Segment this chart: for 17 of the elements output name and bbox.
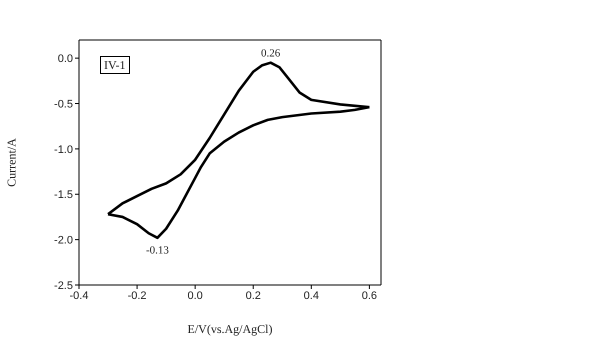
x-axis-title: E/V(vs.Ag/AgCl) xyxy=(188,322,272,336)
x-tick-label: 0.6 xyxy=(362,290,378,302)
y-tick-label: -1.5 xyxy=(54,189,73,202)
annotation: -0.13 xyxy=(146,244,170,257)
y-axis-title: Current/A xyxy=(4,138,18,187)
y-tick-label: -1.0 xyxy=(54,144,73,156)
y-tick-label: -2.0 xyxy=(54,234,73,247)
x-tick-label: 0.2 xyxy=(246,290,261,302)
x-tick-label: 0.4 xyxy=(304,290,319,302)
y-tick-label: -2.5 xyxy=(54,280,73,292)
annotation: 0.26 xyxy=(261,48,281,60)
y-tick-label: -0.5 xyxy=(54,98,73,110)
x-tick-label: -0.4 xyxy=(70,290,88,302)
x-tick-label: 0.0 xyxy=(188,290,203,302)
annotation: IV-1 xyxy=(100,56,130,74)
y-tick-label: 0.0 xyxy=(58,53,73,66)
x-tick-label: -0.2 xyxy=(128,290,147,302)
